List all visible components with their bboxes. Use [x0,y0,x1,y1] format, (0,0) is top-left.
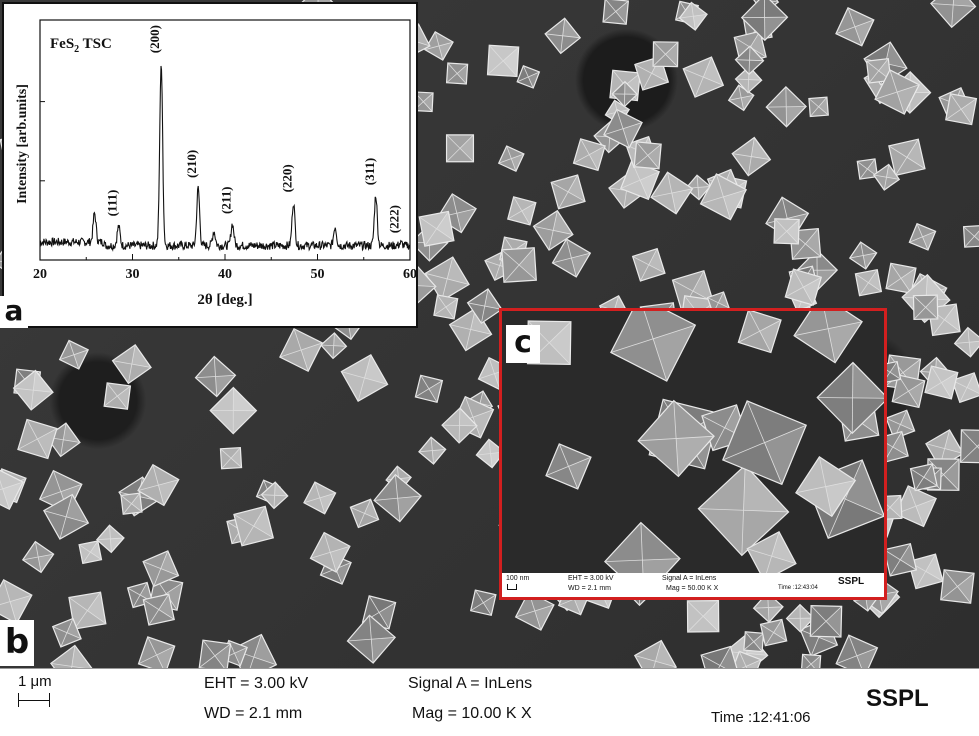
inset-c-lab: SSPL [838,576,864,587]
crystal [787,311,869,370]
scale-bar [18,693,50,707]
peak-label: (220) [279,164,294,192]
x-tick-label: 20 [33,267,47,282]
lab-label: SSPL [866,685,929,713]
inset-c-scale-text: 100 nm [506,575,529,582]
crystal [20,539,57,576]
x-tick-label: 50 [311,267,325,282]
y-axis-label: Intensity [arb.units] [15,84,30,204]
crystal [766,87,807,128]
crystal [954,216,979,257]
crystal [433,121,487,175]
crystal [96,524,125,553]
xrd-inset: FeS2 TSC Intensity [arb.units] 2θ [deg.]… [2,2,418,328]
x-tick-label: 40 [218,267,232,282]
peak-label: (111) [105,190,120,217]
crystal [335,348,394,407]
crystal [494,141,528,175]
crystal [829,1,881,53]
inset-c-time: Time :12:43:04 [778,585,818,591]
peak-label: (210) [184,150,199,178]
inset-c-mag: Mag = 50.00 K X [666,585,718,592]
crystal [929,0,977,29]
inset-c-eht: EHT = 3.00 kV [568,575,614,582]
x-tick-label: 30 [126,267,140,282]
crystal [675,49,732,106]
crystal [603,521,681,573]
crystal-field-zoom [502,311,884,573]
crystal [727,311,792,364]
signal-value: Signal A = InLens [408,675,532,693]
panel-label-b: b [0,620,34,666]
crystal [463,582,504,623]
crystal [55,336,93,374]
crystal [299,477,340,518]
panel-label-c: c [506,325,540,363]
xrd-plot: FeS2 TSC Intensity [arb.units] 2θ [deg.]… [4,4,416,326]
crystal [593,0,639,35]
eht-value: EHT = 3.00 kV [204,675,308,693]
crystal [372,472,423,523]
crystal [847,261,891,305]
inset-c-wd: WD = 2.1 mm [568,585,611,592]
crystal [597,311,709,395]
peak-label: (222) [387,205,402,233]
inset-c-info-bar: 100 nm EHT = 3.00 kV WD = 2.1 mm Signal … [502,573,884,597]
crystal [130,628,184,668]
crystal [418,436,447,465]
inset-c-scale-bar [507,584,517,590]
xrd-pattern-line [40,66,410,250]
crystal [624,240,673,289]
peak-label: (211) [218,187,233,214]
scale-bar-text: 1 μm [18,673,52,690]
plot-frame [40,20,410,260]
crystal [904,218,941,255]
x-axis-label: 2θ [deg.] [197,292,252,308]
peak-label: (200) [147,25,162,53]
sample-title: FeS2 TSC [50,36,112,55]
crystal [729,134,773,178]
x-tick-label: 60 [403,267,416,282]
crystal [537,435,600,498]
peak-label: (311) [362,158,377,185]
crystal [543,16,582,55]
crystal [629,635,682,668]
sem-inset-c: c 100 nm EHT = 3.00 kV WD = 2.1 mm Signa… [499,308,887,600]
mag-value: Mag = 10.00 K X [412,705,532,723]
crystal [407,367,450,410]
panel-label-a: a [0,296,28,328]
crystal [48,642,96,668]
crystal [542,165,595,218]
crystal [320,332,347,359]
crystal [109,341,154,386]
sem-info-bar: 1 μm EHT = 3.00 kV WD = 2.1 mm Signal A … [0,668,979,736]
time-value: Time :12:41:06 [711,709,811,726]
wd-value: WD = 2.1 mm [204,705,302,723]
crystal [847,239,879,271]
crystal [273,322,330,379]
crystal [211,438,251,478]
inset-c-signal: Signal A = InLens [662,575,716,582]
